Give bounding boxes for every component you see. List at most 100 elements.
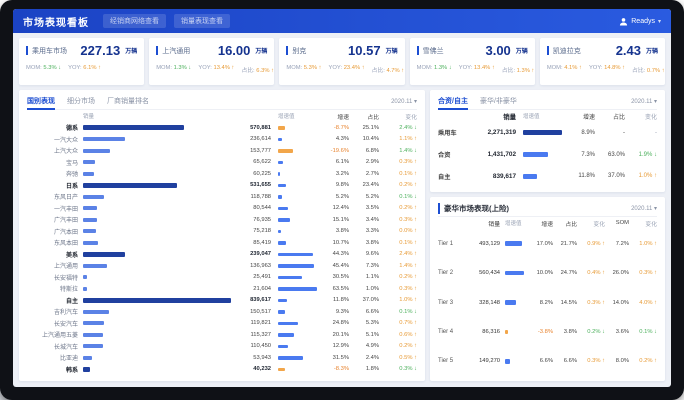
- tab-segment-market[interactable]: 细分市场: [67, 98, 95, 105]
- nav-dealer-network-link[interactable]: 经销商网络查看: [103, 14, 166, 28]
- growth-bar: [278, 126, 285, 130]
- arrow-down-icon: ↓: [412, 193, 418, 200]
- row-label: 上汽通用: [53, 264, 78, 271]
- row-label: 长城汽车: [53, 344, 78, 351]
- table-row[interactable]: Tier 5 149,270 6.6% 6.6% 0.3% ↑ 8.0% 0.2% ↑: [438, 347, 657, 376]
- table-row[interactable]: Tier 4 86,316 -3.8% 3.8% 0.2% ↓ 3.6% 0.1% ↓: [438, 317, 657, 346]
- share-value: 63.0%: [607, 151, 625, 158]
- left-table-body: 德系 570,881 -8.7% 25.1% 2.4% ↓ 一汽大众 236,614 4.3%…: [27, 122, 417, 375]
- table-row[interactable]: 合资 1,431,702 7.3% 63.0% 1.9% ↓: [438, 144, 657, 166]
- top-nav: 经销商网络查看 销量表现查看: [103, 14, 605, 28]
- sales-value: 85,419: [253, 239, 272, 246]
- dashboard-content: 乘用车市场 227.13 万辆 MOM: 5.3% ↓ YOY: 6.1% ↑ 上汽通用 1…: [13, 33, 671, 387]
- tab-jv-domestic[interactable]: 合资/自主: [438, 93, 468, 110]
- table-row[interactable]: 美系 239,047 44.3% 9.6% 2.4% ↑: [27, 249, 417, 261]
- row-label: 上汽大众: [53, 149, 78, 156]
- table-row[interactable]: 一汽大众 236,614 4.3% 10.4% 1.1% ↑: [27, 134, 417, 146]
- left-period-select[interactable]: 2020.11 ▾: [391, 98, 418, 105]
- table-row[interactable]: 自主 839,617 11.8% 37.0% 1.0% ↑: [27, 295, 417, 307]
- table-row[interactable]: 自主 839,617 11.8% 37.0% 1.0% ↑: [438, 165, 657, 187]
- kpi-title: 乘用车市场: [32, 47, 67, 55]
- column-header-share: 占比: [367, 114, 380, 121]
- tab-country-performance[interactable]: 国别表现: [27, 93, 55, 110]
- table-row[interactable]: 广汽丰田 76,935 15.1% 3.4% 0.3% ↑: [27, 214, 417, 226]
- growth-value: 44.3%: [332, 251, 350, 258]
- arrow-up-icon: ↑: [600, 240, 605, 247]
- arrow-up-icon: ↑: [269, 68, 274, 74]
- sales-value: 86,316: [482, 328, 501, 335]
- left-table-header: 销量 增速值 增速 占比 变化: [27, 110, 417, 122]
- growth-bar: [278, 241, 287, 245]
- kpi-stat: 占比: 6.3% ↑: [241, 68, 274, 74]
- table-row[interactable]: 乘用车 2,271,319 8.9% - -: [438, 122, 657, 144]
- growth-bar: [278, 344, 289, 348]
- sales-bar: [83, 366, 91, 372]
- change-value: 0.1% ↓: [399, 308, 418, 315]
- jv-period-select[interactable]: 2020.11 ▾: [631, 98, 657, 105]
- table-row[interactable]: 东风日产 118,788 5.2% 5.2% 0.1% ↓: [27, 191, 417, 203]
- table-row[interactable]: Tier 3 328,148 8.2% 14.5% 0.3% ↑ 14.0% 4.0% ↑: [438, 288, 657, 317]
- growth-value: 10.0%: [536, 270, 553, 277]
- change-value: 1.0% ↑: [638, 173, 657, 180]
- kpi-stat: YOY: 23.4% ↑: [328, 65, 365, 71]
- arrow-up-icon: ↑: [412, 205, 418, 212]
- change-value: 0.0% ↑: [399, 228, 418, 235]
- row-label: 一汽大众: [53, 137, 78, 144]
- row-label: 美系: [65, 252, 78, 259]
- arrow-up-icon: ↑: [660, 68, 665, 74]
- growth-value: 8.2%: [539, 299, 553, 306]
- user-menu[interactable]: Readys ▾: [619, 17, 661, 26]
- arrow-down-icon: ↓: [412, 308, 418, 315]
- som-change-value: 4.0% ↑: [639, 299, 657, 306]
- table-row[interactable]: 上汽通用 136,963 45.4% 7.3% 1.4% ↑: [27, 260, 417, 272]
- table-row[interactable]: 德系 570,881 -8.7% 25.1% 2.4% ↓: [27, 122, 417, 134]
- jv-table-body: 乘用车 2,271,319 8.9% - - 合资 1,431,702 7.3% 63.0% 1.…: [438, 122, 657, 187]
- tier-panel-header: 豪华市场表现(上险) 2020.11 ▾: [438, 200, 657, 217]
- change-value: 0.1% ↑: [399, 239, 418, 246]
- table-row[interactable]: 吉利汽车 150,517 9.3% 6.6% 0.1% ↓: [27, 306, 417, 318]
- arrow-up-icon: ↑: [412, 262, 418, 269]
- table-row[interactable]: 奔驰 60,225 3.2% 2.7% 0.1% ↑: [27, 168, 417, 180]
- table-row[interactable]: 长安汽车 119,821 24.8% 5.3% 0.7% ↑: [27, 318, 417, 330]
- row-label: 奔驰: [65, 172, 78, 179]
- change-value: 0.3% ↑: [399, 159, 418, 166]
- change-value: 1.4% ↓: [399, 147, 418, 154]
- left-panel-tabs: 国别表现 细分市场 厂商销量排名 2020.11 ▾: [27, 93, 418, 110]
- change-value: 1.0% ↑: [399, 297, 418, 304]
- change-value: 0.2% ↑: [399, 205, 418, 212]
- table-row[interactable]: 上汽大众 153,777 -19.6% 6.8% 1.4% ↓: [27, 145, 417, 157]
- kpi-title: 凯迪拉克: [552, 47, 581, 55]
- kpi-stat: MOM: 5.3% ↓: [26, 65, 62, 71]
- table-row[interactable]: 上汽通用五菱 115,327 20.1% 5.1% 0.6% ↑: [27, 329, 417, 341]
- user-name: Readys: [631, 17, 655, 25]
- table-row[interactable]: Tier 1 493,129 17.0% 21.7% 0.9% ↑ 7.2% 1.0% ↑: [438, 229, 657, 258]
- sales-bar: [83, 148, 111, 153]
- kpi-title: 别克: [292, 47, 307, 55]
- table-row[interactable]: 广汽本田 75,218 3.8% 3.3% 0.0% ↑: [27, 226, 417, 238]
- som-value: 14.0%: [612, 299, 629, 306]
- chevron-down-icon: ▾: [657, 18, 661, 25]
- jv-domestic-panel: 合资/自主 豪华/非豪华 2020.11 ▾ 销量 增速值 增速 占比 变化: [430, 90, 665, 192]
- growth-bar: [278, 367, 285, 371]
- tab-luxury-nonluxury[interactable]: 豪华/非豪华: [479, 98, 517, 105]
- table-row[interactable]: 日系 531,655 9.8% 23.4% 0.2% ↑: [27, 180, 417, 192]
- row-label: 自主: [438, 173, 451, 181]
- growth-bar: [278, 321, 298, 325]
- tab-oem-sales-rank[interactable]: 厂商销量排名: [107, 98, 149, 105]
- nav-sales-performance-link[interactable]: 销量表现查看: [174, 14, 230, 28]
- arrow-up-icon: ↑: [577, 65, 582, 71]
- kpi-title: 雪佛兰: [422, 47, 444, 55]
- table-row[interactable]: 长城汽车 110,450 12.9% 4.9% 0.2% ↑: [27, 341, 417, 353]
- table-row[interactable]: 特斯拉 21,604 63.5% 1.0% 0.3% ↑: [27, 283, 417, 295]
- sales-bar: [83, 355, 93, 360]
- column-header-sales: 销量: [488, 221, 501, 228]
- table-row[interactable]: 比亚迪 53,943 31.5% 2.4% 0.5% ↑: [27, 352, 417, 364]
- column-header-growth-bar: 增速值: [278, 114, 295, 120]
- table-row[interactable]: Tier 2 560,434 10.0% 24.7% 0.4% ↑ 26.0% 0.3% ↑: [438, 258, 657, 287]
- table-row[interactable]: 东风本田 85,419 10.7% 3.8% 0.1% ↑: [27, 237, 417, 249]
- table-row[interactable]: 长安福特 25,491 30.5% 1.1% 0.2% ↑: [27, 272, 417, 284]
- table-row[interactable]: 宝马 65,622 6.1% 2.9% 0.3% ↑: [27, 157, 417, 169]
- table-row[interactable]: 一汽丰田 80,544 12.4% 3.5% 0.2% ↑: [27, 203, 417, 215]
- tier-period-select[interactable]: 2020.11 ▾: [631, 205, 657, 212]
- table-row[interactable]: 韩系 40,232 -8.3% 1.8% 0.3% ↓: [27, 364, 417, 376]
